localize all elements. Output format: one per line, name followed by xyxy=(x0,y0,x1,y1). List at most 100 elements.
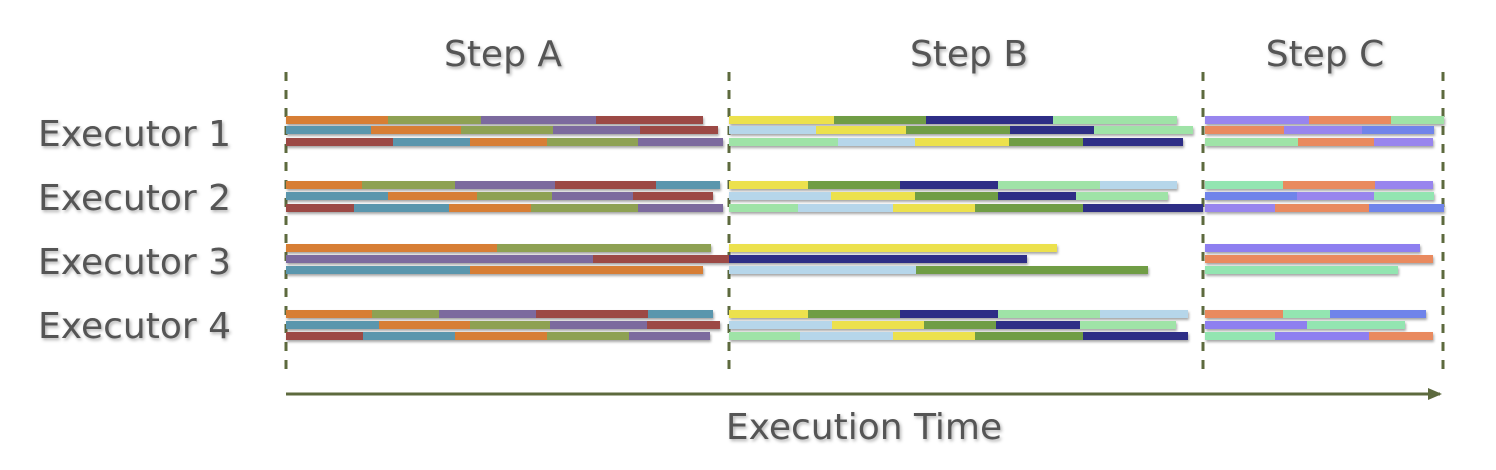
task-bar-segment xyxy=(1275,204,1369,212)
task-bar-segment xyxy=(531,204,638,212)
task-bar-segment xyxy=(286,266,470,274)
task-bar-segment xyxy=(550,321,647,329)
task-bar-segment xyxy=(1369,332,1433,340)
task-bar-segment xyxy=(1330,310,1426,318)
task-bar-segment xyxy=(1083,138,1183,146)
task-bar-segment xyxy=(1205,332,1275,340)
task-bar-segment xyxy=(388,192,477,200)
task-bar-segment xyxy=(729,126,816,134)
task-bar-segment xyxy=(286,321,379,329)
task-bar-segment xyxy=(371,126,461,134)
task-bar-segment xyxy=(470,321,550,329)
task-bar-segment xyxy=(729,255,1027,263)
task-bar-segment xyxy=(1009,138,1083,146)
task-bar-segment xyxy=(638,138,723,146)
task-bar-segment xyxy=(547,138,638,146)
task-bar-segment xyxy=(596,116,703,124)
task-bar-segment xyxy=(1083,332,1188,340)
task-bar-segment xyxy=(729,266,916,274)
task-bar-segment xyxy=(286,138,393,146)
step-label-c: Step C xyxy=(1266,34,1385,75)
task-bar-segment xyxy=(1362,126,1434,134)
task-bar-segment xyxy=(536,310,648,318)
task-bar-segment xyxy=(647,321,720,329)
task-bar-segment xyxy=(975,204,1083,212)
task-bar-segment xyxy=(1374,192,1434,200)
execution-time-label: Execution Time xyxy=(726,407,1002,448)
task-bar-segment xyxy=(1284,126,1362,134)
executor-label-2: Executor 2 xyxy=(38,178,231,219)
executor-label-3: Executor 3 xyxy=(38,242,231,283)
task-bar-segment xyxy=(1205,204,1275,212)
task-bar-segment xyxy=(286,181,362,189)
task-bar-segment xyxy=(1307,321,1405,329)
task-bar-segment xyxy=(1205,192,1297,200)
task-bar-segment xyxy=(439,310,536,318)
task-bar-segment xyxy=(729,138,838,146)
task-bar-segment xyxy=(808,181,900,189)
task-bar-segment xyxy=(924,321,996,329)
task-bar-segment xyxy=(808,310,900,318)
task-bar-segment xyxy=(1080,321,1176,329)
task-bar-segment xyxy=(893,332,975,340)
task-bar-segment xyxy=(831,192,915,200)
task-bar-segment xyxy=(388,116,481,124)
task-bar-segment xyxy=(729,181,808,189)
task-bar-segment xyxy=(286,192,388,200)
task-bar-segment xyxy=(800,332,893,340)
task-bar-segment xyxy=(470,266,703,274)
task-bar-segment xyxy=(1283,181,1375,189)
task-bar-segment xyxy=(354,204,449,212)
task-bar-segment xyxy=(838,138,915,146)
task-bar-segment xyxy=(906,126,1010,134)
task-bar-segment xyxy=(286,204,354,212)
executor-label-4: Executor 4 xyxy=(38,306,231,347)
task-bar-segment xyxy=(1205,138,1298,146)
task-bar-segment xyxy=(286,126,371,134)
task-bar-segment xyxy=(640,126,718,134)
task-bar-segment xyxy=(915,192,998,200)
task-bar-segment xyxy=(1375,181,1433,189)
task-bar-segment xyxy=(1094,126,1193,134)
task-bar-segment xyxy=(1205,126,1284,134)
task-bar-segment xyxy=(1205,255,1433,263)
task-bar-segment xyxy=(362,181,455,189)
task-bar-segment xyxy=(379,321,470,329)
task-bar-segment xyxy=(455,181,555,189)
task-bar-segment xyxy=(900,181,998,189)
task-bar-segment xyxy=(1100,181,1177,189)
task-bar-segment xyxy=(798,204,893,212)
task-bar-segment xyxy=(975,332,1083,340)
task-bar-segment xyxy=(363,332,455,340)
task-bar-segment xyxy=(729,244,1057,252)
task-bar-segment xyxy=(555,181,656,189)
task-bar-segment xyxy=(1083,204,1203,212)
task-bar-segment xyxy=(638,204,723,212)
task-bar-segment xyxy=(481,116,596,124)
task-bar-segment xyxy=(998,310,1100,318)
step-label-b: Step B xyxy=(910,34,1028,75)
task-bar-segment xyxy=(1297,192,1374,200)
task-bar-segment xyxy=(1053,116,1177,124)
task-bar-segment xyxy=(893,204,975,212)
task-bar-segment xyxy=(547,332,629,340)
task-bar-segment xyxy=(286,332,363,340)
task-bar-segment xyxy=(1309,116,1391,124)
task-bar-segment xyxy=(393,138,470,146)
task-bar-segment xyxy=(286,116,388,124)
task-bar-segment xyxy=(1369,204,1444,212)
task-bar-segment xyxy=(729,310,808,318)
task-bar-segment xyxy=(372,310,439,318)
task-bar-segment xyxy=(916,266,1148,274)
task-bar-segment xyxy=(1076,192,1168,200)
task-bar-segment xyxy=(648,310,713,318)
executor-label-1: Executor 1 xyxy=(38,114,231,155)
task-bars xyxy=(286,116,1444,340)
task-bar-segment xyxy=(1374,138,1433,146)
task-bar-segment xyxy=(455,332,547,340)
task-bar-segment xyxy=(998,192,1076,200)
task-bar-segment xyxy=(816,126,906,134)
task-bar-segment xyxy=(900,310,998,318)
task-bar-segment xyxy=(593,255,729,263)
